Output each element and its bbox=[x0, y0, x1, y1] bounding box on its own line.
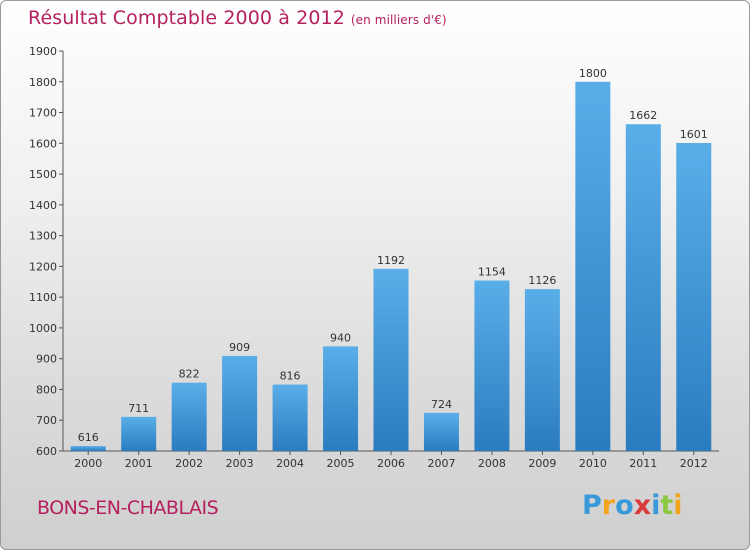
bar bbox=[524, 289, 560, 451]
logo-letter: o bbox=[615, 490, 634, 521]
bar-value-label: 1154 bbox=[478, 266, 506, 279]
bar bbox=[272, 384, 308, 451]
logo-letter: r bbox=[601, 490, 616, 521]
y-tick-label: 1700 bbox=[29, 107, 57, 120]
x-tick-label: 2004 bbox=[276, 457, 304, 470]
y-tick-label: 900 bbox=[36, 353, 57, 366]
bar-value-label: 724 bbox=[431, 398, 452, 411]
town-name: BONS-EN-CHABLAIS bbox=[37, 497, 219, 519]
bar bbox=[70, 446, 106, 451]
bar-value-label: 940 bbox=[330, 331, 351, 344]
chart-subtitle: (en milliers d'€) bbox=[350, 13, 447, 27]
chart-bars bbox=[70, 81, 712, 452]
bar-value-label: 711 bbox=[128, 402, 149, 415]
chart-data-labels: 616 711 822 909 816 940 1192 724 1154 1126 1800 166… bbox=[78, 67, 708, 444]
proxiti-logo: Proxiti bbox=[582, 490, 683, 521]
y-tick-label: 1300 bbox=[29, 230, 57, 243]
chart-y-ticks: 600 700 800 900 1000 1100 1200 1300 1400 1500 1600… bbox=[29, 45, 63, 458]
chart-title-text: Résultat Comptable 2000 à 2012 bbox=[28, 7, 345, 29]
bar bbox=[474, 280, 510, 451]
y-tick-label: 1600 bbox=[29, 137, 57, 150]
bar-value-label: 822 bbox=[179, 368, 200, 381]
y-tick-label: 1200 bbox=[29, 260, 57, 273]
bar bbox=[575, 81, 611, 452]
bar bbox=[171, 382, 207, 451]
x-tick-label: 2007 bbox=[427, 457, 455, 470]
chart-title: Résultat Comptable 2000 à 2012 (en millie… bbox=[28, 7, 447, 29]
chart-x-ticks: 2000 2001 2002 2003 2004 2005 2006 2007 2008 2009… bbox=[74, 451, 708, 470]
bar bbox=[423, 412, 459, 451]
bar bbox=[121, 416, 157, 451]
bar-value-label: 1192 bbox=[377, 254, 405, 267]
x-tick-label: 2008 bbox=[478, 457, 506, 470]
bar-value-label: 1800 bbox=[579, 67, 607, 80]
x-tick-label: 2009 bbox=[528, 457, 556, 470]
x-tick-label: 2010 bbox=[579, 457, 607, 470]
y-tick-label: 1800 bbox=[29, 76, 57, 89]
y-tick-label: 1900 bbox=[29, 45, 57, 58]
bar bbox=[676, 143, 712, 451]
y-tick-label: 1400 bbox=[29, 199, 57, 212]
bar bbox=[222, 355, 258, 451]
logo-letter: P bbox=[582, 490, 602, 521]
logo-letter: i bbox=[651, 490, 661, 521]
x-tick-label: 2003 bbox=[226, 457, 254, 470]
bar bbox=[625, 124, 661, 451]
logo-letter: t bbox=[660, 490, 674, 521]
y-tick-label: 1000 bbox=[29, 322, 57, 335]
logo-letter: x bbox=[633, 490, 652, 521]
bar-value-label: 1601 bbox=[680, 128, 708, 141]
y-tick-label: 700 bbox=[36, 414, 57, 427]
x-tick-label: 2002 bbox=[175, 457, 203, 470]
bar bbox=[373, 268, 409, 451]
bar-value-label: 1126 bbox=[528, 274, 556, 287]
x-tick-label: 2011 bbox=[629, 457, 657, 470]
bar-value-label: 1662 bbox=[629, 109, 657, 122]
bar bbox=[323, 346, 359, 451]
bar-value-label: 909 bbox=[229, 341, 250, 354]
x-tick-label: 2001 bbox=[125, 457, 153, 470]
x-tick-label: 2006 bbox=[377, 457, 405, 470]
y-tick-label: 1100 bbox=[29, 291, 57, 304]
logo-letter: i bbox=[673, 490, 683, 521]
y-tick-label: 600 bbox=[36, 445, 57, 458]
bar-value-label: 816 bbox=[280, 370, 301, 383]
bar-value-label: 616 bbox=[78, 431, 99, 444]
y-tick-label: 1500 bbox=[29, 168, 57, 181]
x-tick-label: 2000 bbox=[74, 457, 102, 470]
y-tick-label: 800 bbox=[36, 383, 57, 396]
x-tick-label: 2012 bbox=[680, 457, 708, 470]
x-tick-label: 2005 bbox=[327, 457, 355, 470]
